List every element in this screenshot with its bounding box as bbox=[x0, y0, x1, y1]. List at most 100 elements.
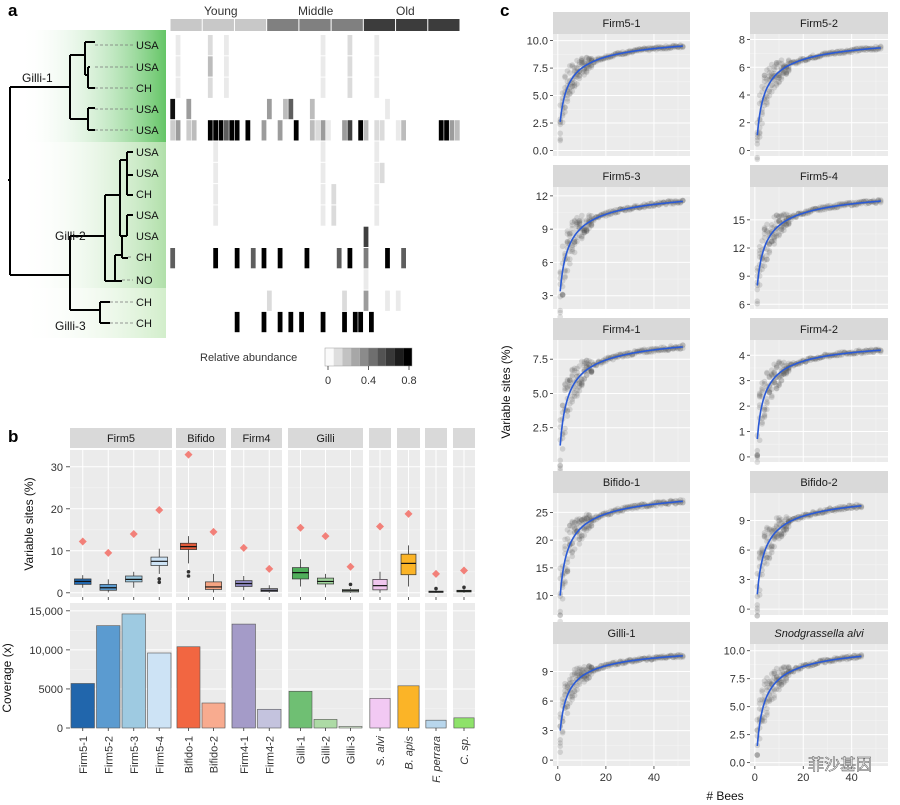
heatmap-cell bbox=[245, 312, 250, 332]
scatter-point bbox=[759, 421, 765, 427]
max-marker bbox=[129, 530, 138, 538]
scatter-point bbox=[771, 369, 778, 375]
scatter-point bbox=[773, 230, 780, 237]
scatter-point bbox=[579, 669, 585, 676]
scatter-point bbox=[754, 452, 761, 459]
heatmap-cell bbox=[235, 291, 240, 311]
scatter-point bbox=[583, 226, 590, 233]
heatmap-cell bbox=[433, 269, 438, 289]
heatmap-cell bbox=[439, 184, 444, 204]
heatmap-cell bbox=[219, 142, 224, 162]
scatter-point bbox=[564, 92, 571, 99]
heatmap-cell bbox=[321, 99, 326, 119]
scatter-point bbox=[766, 87, 773, 93]
y-tick-label: 9 bbox=[542, 224, 548, 236]
heatmap-cell bbox=[380, 312, 385, 332]
scatter-point bbox=[764, 554, 770, 561]
heatmap-cell bbox=[251, 269, 256, 289]
heatmap-cell bbox=[353, 269, 358, 289]
heatmap-cell bbox=[455, 35, 460, 55]
heatmap-cell bbox=[374, 184, 380, 205]
scatter-point bbox=[586, 358, 592, 364]
heatmap-cell bbox=[310, 269, 315, 289]
scatter-point bbox=[579, 234, 585, 240]
heatmap-cell bbox=[390, 269, 395, 289]
heatmap-cell bbox=[175, 77, 181, 98]
heatmap-cell bbox=[353, 120, 358, 140]
x-category-label: Firm5-2 bbox=[103, 736, 115, 774]
heatmap-cell bbox=[256, 35, 261, 55]
heatmap-cell bbox=[245, 120, 251, 141]
scatter-point bbox=[564, 704, 571, 710]
scatter-point bbox=[567, 377, 573, 384]
heatmap-cell bbox=[390, 35, 395, 55]
scatter-point bbox=[586, 362, 592, 368]
x-category-label: Firm4-1 bbox=[239, 736, 251, 774]
heatmap-cell bbox=[439, 56, 444, 76]
scatter-point bbox=[562, 274, 568, 281]
heatmap-cell bbox=[219, 227, 224, 247]
coverage-bar bbox=[201, 702, 226, 729]
scatter-point bbox=[579, 532, 585, 539]
scatter-point bbox=[776, 532, 782, 539]
heatmap-cell bbox=[428, 142, 433, 162]
heatmap-cell bbox=[170, 163, 175, 183]
heatmap-cell bbox=[455, 78, 460, 98]
scatter-panel-bg bbox=[553, 340, 690, 462]
scatter-point bbox=[581, 59, 588, 65]
scatter-point bbox=[771, 543, 778, 550]
scatter-point bbox=[785, 220, 792, 226]
scatter-point bbox=[571, 82, 578, 89]
panel-label-b: b bbox=[8, 427, 18, 446]
scatter-point bbox=[761, 257, 768, 264]
scatter-point bbox=[756, 243, 763, 250]
heatmap-cell bbox=[337, 184, 342, 204]
scatter-point bbox=[783, 221, 790, 227]
scatter-point bbox=[557, 136, 564, 142]
heatmap-cell bbox=[380, 184, 385, 204]
scatter-point bbox=[776, 214, 782, 220]
scatter-point bbox=[569, 518, 576, 525]
scatter-point bbox=[576, 671, 583, 678]
scatter-point bbox=[754, 286, 761, 293]
heatmap-cell bbox=[331, 142, 336, 162]
scatter-point bbox=[766, 241, 773, 248]
scatter-point bbox=[761, 263, 768, 269]
scatter-point bbox=[576, 541, 583, 547]
heatmap-cell bbox=[283, 35, 288, 55]
scatter-point bbox=[776, 669, 782, 676]
heatmap-cell bbox=[407, 56, 412, 76]
heatmap-cell bbox=[186, 163, 191, 183]
scatter-point bbox=[574, 524, 580, 531]
scatter-point bbox=[764, 252, 770, 259]
clade-label-gilli-2: Gilli-2 bbox=[55, 229, 86, 243]
scatter-point bbox=[564, 682, 571, 688]
heatmap-cell bbox=[288, 269, 293, 289]
scatter-point bbox=[773, 226, 780, 233]
scatter-point bbox=[574, 64, 580, 71]
scatter-point bbox=[586, 514, 592, 520]
heatmap-cell bbox=[385, 312, 390, 332]
scatter-point bbox=[576, 363, 583, 369]
scatter-point bbox=[567, 377, 573, 384]
y-tick-label: 12 bbox=[536, 191, 548, 203]
clade-shade-gilli-3 bbox=[20, 288, 166, 338]
heatmap-cell bbox=[369, 227, 374, 247]
scatter-point bbox=[564, 95, 571, 102]
heatmap-cell bbox=[385, 120, 390, 140]
clade-label-gilli-1: Gilli-1 bbox=[22, 71, 53, 85]
heatmap-cell bbox=[299, 227, 304, 247]
heatmap-cell bbox=[219, 291, 224, 311]
scatter-point bbox=[557, 293, 564, 300]
heatmap-cell bbox=[331, 248, 336, 268]
heatmap-cell bbox=[170, 184, 175, 204]
y-tick-label: 7.5 bbox=[533, 354, 548, 366]
heatmap-cell bbox=[213, 205, 219, 226]
heatmap-cell bbox=[283, 78, 288, 98]
scatter-point bbox=[768, 372, 775, 379]
scatter-point bbox=[768, 528, 775, 535]
heatmap-cell bbox=[176, 312, 181, 332]
y-tick-label: 12 bbox=[733, 243, 745, 255]
tip-label: USA bbox=[136, 40, 159, 52]
